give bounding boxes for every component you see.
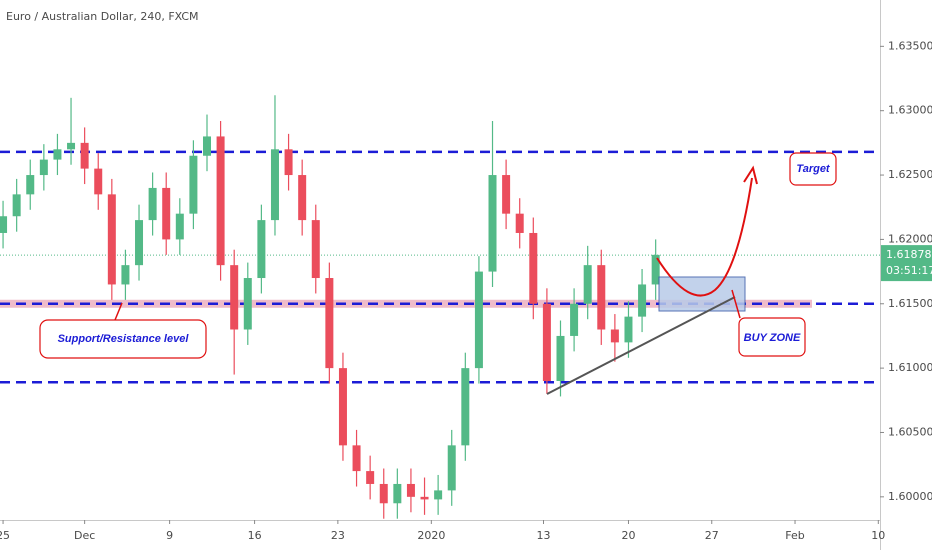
- chart-title: Euro / Australian Dollar, 240, FXCM: [6, 10, 199, 23]
- target-label: Target: [796, 163, 831, 175]
- candle-body: [651, 254, 660, 285]
- candle-body: [529, 232, 538, 304]
- candle-body: [610, 329, 619, 343]
- candle-body: [379, 483, 388, 504]
- y-tick-label: 1.62500: [888, 168, 932, 181]
- candle-body: [583, 265, 592, 304]
- candle-body: [434, 490, 443, 500]
- candle-body: [12, 194, 21, 217]
- y-tick-label: 1.62000: [888, 232, 932, 245]
- candle-body: [406, 483, 415, 497]
- candle-body: [80, 142, 89, 169]
- x-tick-label: 27: [705, 529, 719, 542]
- candle-body: [338, 368, 347, 446]
- candle-body: [135, 220, 144, 266]
- candle-body: [67, 142, 76, 150]
- annotations: Target Support/Resistance level BUY ZONE: [39, 152, 837, 395]
- y-tick-label: 1.63500: [888, 39, 932, 52]
- candle-body: [542, 303, 551, 381]
- candle-body: [311, 220, 320, 279]
- candle-body: [230, 265, 239, 330]
- candle-body: [393, 483, 402, 504]
- candle-body: [284, 149, 293, 176]
- x-tick-label: Feb: [785, 529, 804, 542]
- sr-pointer: [114, 302, 123, 321]
- sr-label: Support/Resistance level: [58, 333, 190, 345]
- buy-zone-pointer: [731, 289, 741, 319]
- candle-body: [597, 265, 606, 330]
- candle-body: [107, 194, 116, 285]
- y-tick-label: 1.61500: [888, 297, 932, 310]
- buy-zone-box: [658, 276, 746, 312]
- candle-body: [488, 175, 497, 272]
- buy-zone-callout: [738, 317, 806, 357]
- x-tick-label: 9: [166, 529, 173, 542]
- candle-body: [366, 471, 375, 484]
- candle-body: [515, 213, 524, 233]
- trendline: [546, 296, 736, 395]
- x-tick-label: 10: [871, 529, 885, 542]
- candle-body: [0, 216, 8, 233]
- candle-body: [94, 168, 103, 195]
- x-tick-label: 2020: [417, 529, 445, 542]
- y-tick-label: 1.63000: [888, 104, 932, 117]
- candle-body: [216, 136, 225, 266]
- candle-body: [461, 368, 470, 446]
- candle-body: [325, 278, 334, 369]
- candle-body: [257, 220, 266, 279]
- candle-body: [570, 303, 579, 336]
- candle-body: [53, 149, 62, 160]
- candle-body: [624, 316, 633, 343]
- sr-callout: [39, 319, 207, 359]
- candle-body: [39, 159, 48, 176]
- last-price-box: [881, 245, 932, 282]
- candle-body: [474, 271, 483, 369]
- x-tick-label: Dec: [74, 529, 95, 542]
- candle-body: [162, 187, 171, 240]
- candle-body: [638, 284, 647, 317]
- x-tick-label: 25: [0, 529, 10, 542]
- candle-body: [420, 496, 429, 500]
- candle-body: [148, 187, 157, 221]
- candle-body: [243, 278, 252, 330]
- candle-body: [26, 175, 35, 195]
- candle-body: [121, 265, 130, 285]
- candle-body: [502, 175, 511, 214]
- x-tick-label: 23: [331, 529, 345, 542]
- candle-body: [352, 445, 361, 472]
- last-price-label: 1.61878: [886, 248, 932, 261]
- x-tick-label: 20: [621, 529, 635, 542]
- y-tick-label: 1.60500: [888, 425, 932, 438]
- target-callout: [789, 152, 837, 186]
- countdown-label: 03:51:17: [886, 264, 932, 277]
- candle-body: [175, 213, 184, 240]
- candle-body: [270, 149, 279, 221]
- plot: [0, 95, 880, 519]
- x-tick-label: 16: [248, 529, 262, 542]
- y-tick-label: 1.61000: [888, 361, 932, 374]
- projection-arrow: [656, 177, 753, 297]
- buy-zone-label: BUY ZONE: [744, 332, 801, 344]
- y-tick-label: 1.60000: [888, 490, 932, 503]
- candle-body: [447, 445, 456, 491]
- candle-body: [298, 175, 307, 221]
- candle-body: [189, 155, 198, 214]
- x-tick-label: 13: [536, 529, 550, 542]
- arrow-head: [743, 165, 758, 185]
- candle-body: [202, 136, 211, 156]
- candle-body: [556, 335, 565, 381]
